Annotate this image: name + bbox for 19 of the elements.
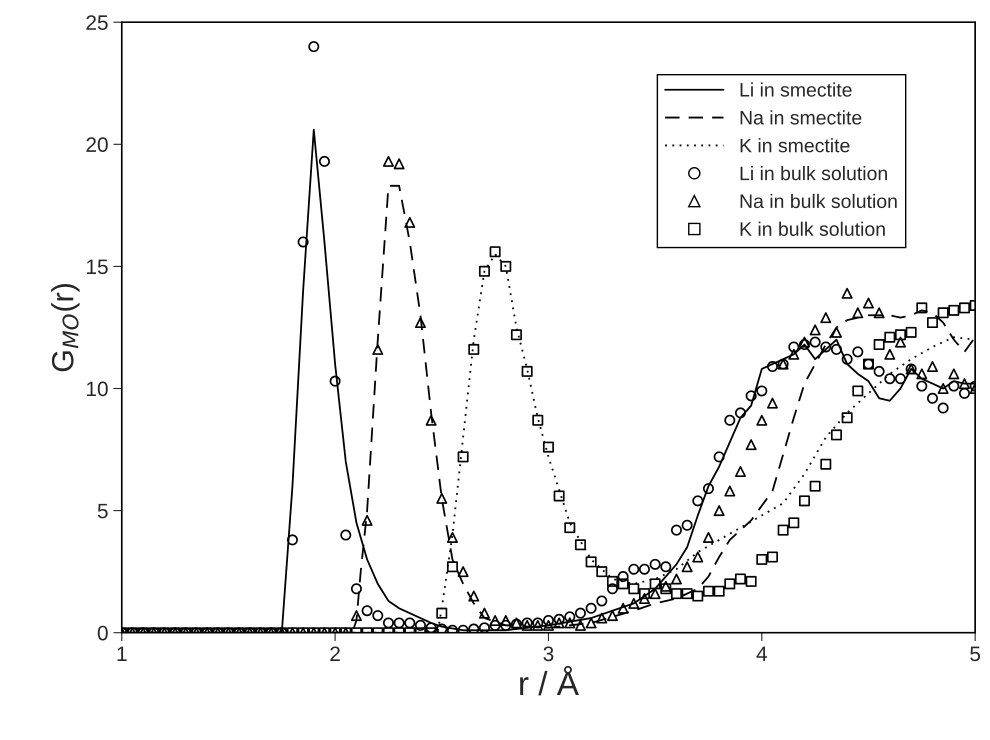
y-tick-label: 5 [98,504,108,518]
legend-label: Li in smectite [740,82,852,97]
y-axis-title: G$_{MO}$(r) [51,284,80,372]
x-tick-label: 5 [970,646,980,662]
x-tick-label: 2 [330,646,340,661]
legend-label: Li in bulk solution [740,166,887,180]
legend-label: Na in bulk solution [740,194,897,208]
y-tick-label: 10 [86,382,108,396]
y-tick-label: 0 [98,626,108,640]
x-tick-label: 3 [543,646,554,662]
legend-label: Na in smectite [740,110,862,125]
x-tick-label: 1 [118,646,127,661]
x-tick-label: 4 [756,646,767,661]
legend-label: K in smectite [740,138,850,152]
y-tick-label: 15 [86,260,108,274]
legend-label: K in bulk solution [740,222,885,236]
y-tick-label: 25 [86,15,108,30]
x-axis-title: r / Å [520,666,579,696]
y-tick-label: 20 [86,137,108,152]
